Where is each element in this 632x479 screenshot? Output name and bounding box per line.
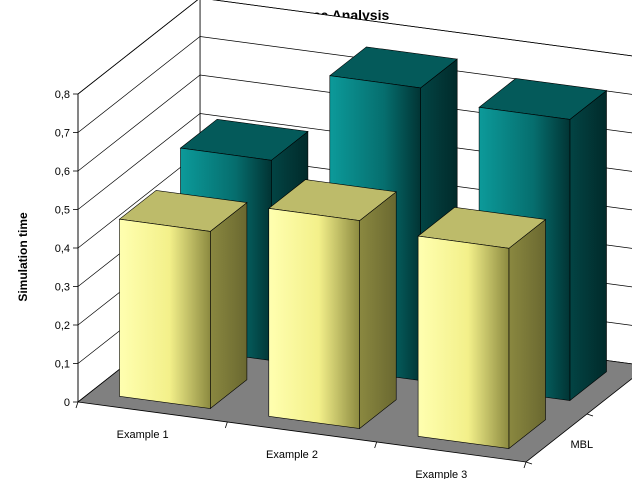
y-tick-label: 0,1 (55, 359, 70, 371)
bar-side (210, 201, 248, 410)
x-tick (224, 421, 228, 429)
x-tick (523, 461, 527, 469)
x-tick-label: Example 1 (117, 429, 169, 441)
chart-bars (118, 46, 608, 450)
z-tick (525, 461, 533, 465)
x-tick-label: Example 3 (415, 469, 467, 479)
gridline (77, 0, 632, 95)
x-tick-label: Example 2 (266, 449, 318, 461)
z-tick (586, 413, 594, 417)
y-tick-label: 0,4 (55, 243, 70, 255)
y-tick-label: 0 (64, 397, 70, 409)
series-label: MBL (571, 439, 594, 451)
bar-side (508, 218, 546, 450)
x-tick (374, 441, 378, 449)
y-tick-label: 0,7 (55, 128, 70, 140)
bar-side (569, 89, 607, 402)
chart-axes (73, 93, 594, 469)
y-tick-label: 0,2 (55, 320, 70, 332)
bar-mbl-2 (268, 179, 397, 430)
bar-mbl-1 (118, 190, 248, 410)
bar-mbl-3 (417, 206, 547, 450)
bar-front (268, 208, 360, 429)
x-tick (75, 401, 79, 409)
chart-labels: 0 0,1 0,2 0,3 0,4 0,5 0,6 0,7 0,8 Example 1 Exampl… (55, 89, 632, 479)
bar-front (417, 235, 510, 449)
bar-side (359, 191, 397, 430)
y-tick-label: 0,3 (55, 282, 70, 294)
bar-front (119, 218, 211, 409)
gridline (77, 36, 632, 133)
y-tick-label: 0,8 (55, 89, 70, 101)
y-tick-label: 0,5 (55, 205, 70, 217)
y-tick-label: 0,6 (55, 166, 70, 178)
